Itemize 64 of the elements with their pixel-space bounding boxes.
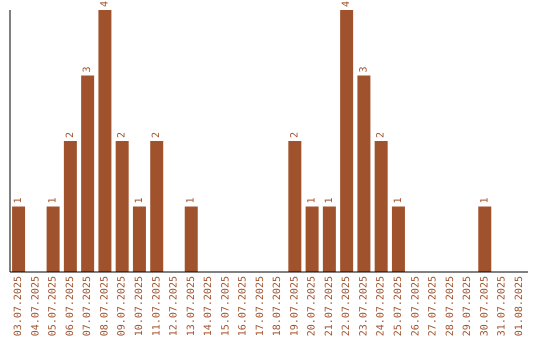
x-tick-label: 06.07.2025: [64, 276, 76, 336]
x-tick-label: 26.07.2025: [410, 276, 422, 336]
x-tick-label: 12.07.2025: [168, 276, 180, 336]
x-tick-label: 10.07.2025: [134, 276, 145, 336]
data-label: 4: [99, 0, 110, 7]
data-label: 1: [13, 197, 24, 204]
data-label: 3: [358, 66, 370, 72]
bar: [357, 76, 370, 272]
data-label: 1: [48, 197, 59, 204]
x-tick-label: 25.07.2025: [393, 276, 404, 336]
x-tick-label: 05.07.2025: [48, 276, 59, 336]
bar: [340, 10, 354, 272]
data-label: 2: [376, 132, 387, 138]
x-tick-label: 24.07.2025: [376, 276, 387, 336]
data-label: 1: [186, 197, 197, 204]
bar: [12, 206, 26, 272]
data-label: 2: [289, 132, 300, 138]
x-tick-label: 19.07.2025: [289, 276, 300, 336]
bar: [306, 206, 319, 272]
data-label: 2: [116, 132, 128, 138]
x-tick-label: 31.07.2025: [496, 276, 508, 336]
bar: [478, 206, 492, 272]
x-tick-label: 14.07.2025: [203, 276, 214, 336]
bar: [288, 141, 302, 272]
x-tick-label: 23.07.2025: [358, 276, 370, 336]
data-label: 1: [392, 197, 404, 204]
x-tick-label: 27.07.2025: [428, 276, 439, 336]
data-label: 1: [324, 197, 335, 204]
x-tick-label: 11.07.2025: [151, 276, 162, 336]
bar: [98, 10, 112, 272]
bar: [116, 141, 129, 272]
data-label: 2: [64, 132, 76, 138]
bar: [392, 206, 405, 272]
x-tick-label: 08.07.2025: [99, 276, 110, 336]
x-tick-label: 28.07.2025: [444, 276, 456, 336]
x-tick-label: 04.07.2025: [30, 276, 42, 336]
x-tick-label: 01.08.2025: [514, 276, 525, 336]
bar: [81, 76, 94, 272]
x-tick-label: 18.07.2025: [272, 276, 284, 336]
bar: [150, 141, 164, 272]
data-label: 2: [151, 132, 162, 138]
x-tick-label: 29.07.2025: [462, 276, 474, 336]
x-tick-label: 09.07.2025: [116, 276, 128, 336]
x-tick-label: 07.07.2025: [82, 276, 94, 336]
bar: [322, 206, 336, 272]
data-label: 3: [82, 66, 94, 72]
bar: [46, 206, 60, 272]
data-label: 1: [134, 197, 145, 204]
bar: [132, 206, 146, 272]
bar: [64, 141, 77, 272]
x-tick-label: 16.07.2025: [238, 276, 249, 336]
x-tick-label: 13.07.2025: [186, 276, 197, 336]
x-tick-label: 15.07.2025: [220, 276, 232, 336]
x-tick-label: 21.07.2025: [324, 276, 335, 336]
data-label: 1: [306, 197, 318, 204]
x-tick-label: 30.07.2025: [479, 276, 490, 336]
x-tick-label: 20.07.2025: [306, 276, 318, 336]
x-tick-label: 17.07.2025: [254, 276, 266, 336]
x-tick-label: 03.07.2025: [13, 276, 24, 336]
data-label: 1: [479, 197, 490, 204]
data-label: 4: [341, 0, 352, 7]
bar: [184, 206, 198, 272]
bar: [374, 141, 388, 272]
x-tick-label: 22.07.2025: [341, 276, 352, 336]
